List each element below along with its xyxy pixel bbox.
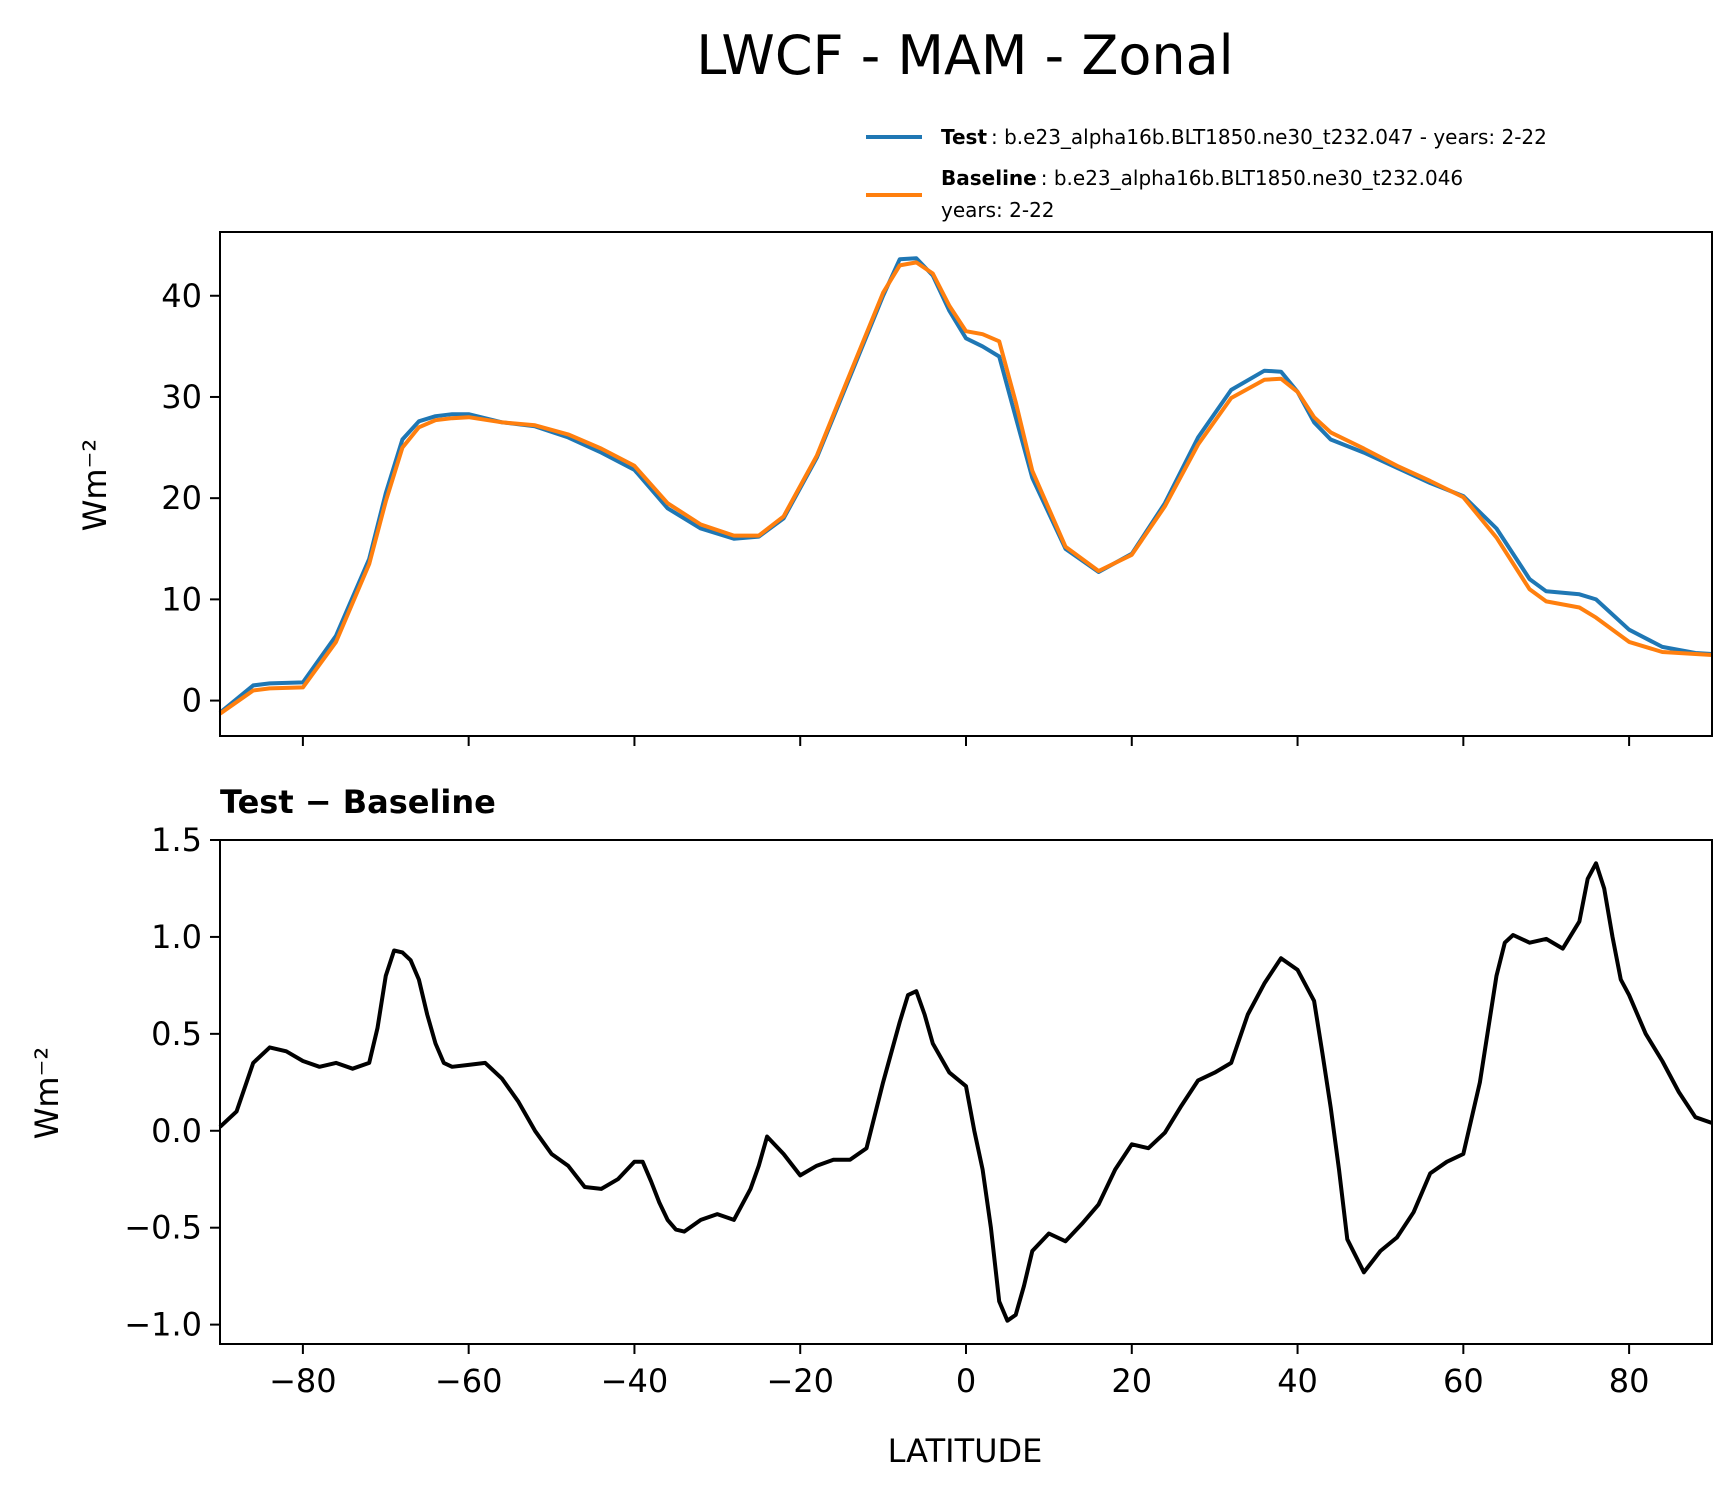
top-y-axis-label: Wm⁻² [76,439,114,532]
series-line-baseline [218,260,1713,716]
top-x-ticks [301,736,1631,746]
x-tick-label: 0 [956,1362,976,1400]
y-tick-label: 30 [161,378,202,416]
y-tick-label: 40 [161,277,202,315]
legend-baseline-desc: : b.e23_alpha16b.BLT1850.ne30_t232.046 [1041,166,1463,190]
bottom-series-group [218,861,1713,1323]
series-line-test [218,256,1713,715]
y-tick-label: 1.0 [151,918,202,956]
x-axis-label: LATITUDE [888,1432,1043,1470]
bottom-y-ticks: −1.0 −0.5 0.0 0.5 1.0 1.5 [124,821,220,1344]
top-y-ticks: 0 10 20 30 40 [161,277,220,720]
top-panel: 0 10 20 30 40 Wm⁻² [76,231,1713,746]
y-tick-label: 1.5 [151,821,202,859]
bottom-panel: Test − Baseline −1.0 −0.5 0.0 0.5 1.0 1.5 −80… [28,783,1713,1470]
legend: Test: b.e23_alpha16b.BLT1850.ne30_t232.0… [866,125,1547,222]
legend-baseline-label: Baseline: b.e23_alpha16b.BLT1850.ne30_t2… [941,166,1463,190]
x-tick-label: 20 [1111,1362,1152,1400]
legend-baseline-name: Baseline [941,166,1037,190]
x-tick-label: −80 [269,1362,337,1400]
y-tick-label: 0 [182,682,202,720]
y-tick-label: −0.5 [124,1209,202,1247]
legend-baseline-years: years: 2-22 [941,198,1055,222]
top-series-group [218,256,1713,716]
y-tick-label: 20 [161,479,202,517]
series-line-test-baseline [218,861,1713,1323]
x-tick-label: −20 [766,1362,834,1400]
bottom-x-ticks: −80 −60 −40 −20 0 20 40 60 80 [269,1344,1649,1400]
x-tick-label: −60 [435,1362,503,1400]
x-tick-label: 60 [1443,1362,1484,1400]
y-tick-label: 0.5 [151,1015,202,1053]
top-plot-frame [219,231,1713,737]
legend-test-name: Test [941,125,987,149]
legend-test-desc: : b.e23_alpha16b.BLT1850.ne30_t232.047 -… [991,125,1547,149]
y-tick-label: −1.0 [124,1306,202,1344]
bottom-plot-frame [219,839,1713,1345]
x-tick-label: 40 [1277,1362,1318,1400]
y-tick-label: 10 [161,580,202,618]
x-tick-label: −40 [601,1362,669,1400]
bottom-panel-title: Test − Baseline [220,783,496,821]
x-tick-label: 80 [1609,1362,1650,1400]
legend-test-label: Test: b.e23_alpha16b.BLT1850.ne30_t232.0… [941,125,1547,149]
bottom-y-axis-label: Wm⁻² [28,1047,66,1140]
figure-title: LWCF - MAM - Zonal [696,24,1233,87]
y-tick-label: 0.0 [151,1112,202,1150]
